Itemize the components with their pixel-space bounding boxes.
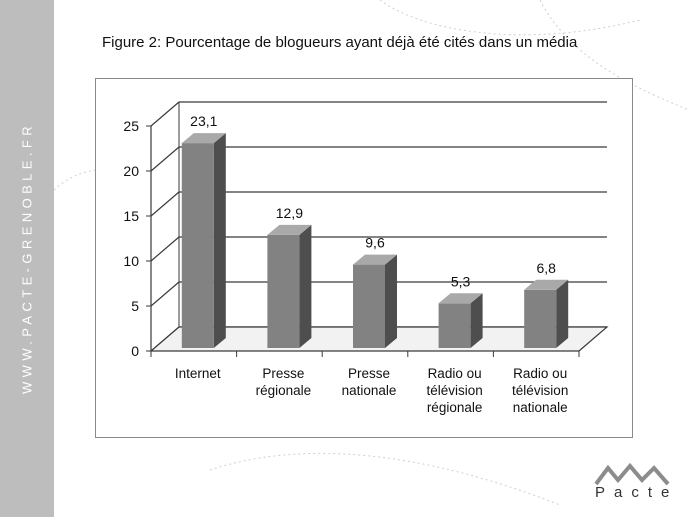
x-category-label: Presse nationale [327,365,411,399]
y-tick-label: 25 [123,118,139,134]
gridline-side [150,101,180,127]
x-category-label: Internet [156,365,240,382]
x-category-label-line: télévision [426,383,483,398]
pacte-logo-icon [594,462,670,486]
x-category-label-line: télévision [512,383,569,398]
bar-side [470,293,483,348]
gridline-side [150,191,180,217]
sidebar: WWW.PACTE-GRENOBLE.FR [0,0,54,517]
website-url: WWW.PACTE-GRENOBLE.FR [19,122,35,394]
x-category-label-line: Presse [347,366,391,381]
x-category-label-line: régionale [255,383,312,398]
y-tick-label: 0 [131,343,139,359]
x-category-label-line: nationale [341,383,397,398]
bar [524,289,557,348]
gridline-side [150,146,180,172]
x-category-label: Presse régionale [241,365,325,399]
bar-top [524,279,569,290]
data-label: 9,6 [365,235,385,251]
bar [438,303,471,348]
logo-text: Pacte [595,484,679,501]
data-label: 5,3 [451,273,471,289]
bar-chart: 0 5 10 15 20 25 23,1 12,9 9,6 5,3 6,8 [123,101,609,359]
y-tick-label: 5 [131,298,139,314]
bar [181,143,214,348]
x-category-label: Radio ou télévision nationale [498,365,582,416]
data-label: 12,9 [276,205,303,221]
x-category-label-line: Internet [174,366,221,381]
bar-top [353,254,397,265]
bar-top [438,293,483,304]
x-category-label-line: Radio ou [427,366,482,381]
bar-side [385,254,397,348]
bar-top [181,133,226,144]
data-label: 6,8 [536,260,556,276]
bar-top [267,224,312,235]
bar-side [299,224,312,348]
y-tick-label: 20 [123,163,139,179]
x-category-label-line: nationale [512,400,568,415]
gridline-side [150,236,180,262]
chart-area: 0 5 10 15 20 25 23,1 12,9 9,6 5,3 6,8 Internet Pres… [95,78,633,438]
bar [267,234,300,348]
chart-title: Figure 2: Pourcentage de blogueurs ayant… [102,34,578,51]
data-label: 23,1 [190,113,217,129]
bar [353,264,385,348]
y-tick-label: 10 [123,253,139,269]
x-category-label-line: régionale [426,400,483,415]
bar-side [556,279,569,348]
x-category-label: Radio ou télévision régionale [413,365,497,416]
y-tick-label: 15 [123,208,139,224]
bar-side [213,133,226,348]
x-category-label-line: Presse [262,366,305,381]
gridline-side [150,281,180,307]
x-category-label-line: Radio ou [513,366,568,381]
